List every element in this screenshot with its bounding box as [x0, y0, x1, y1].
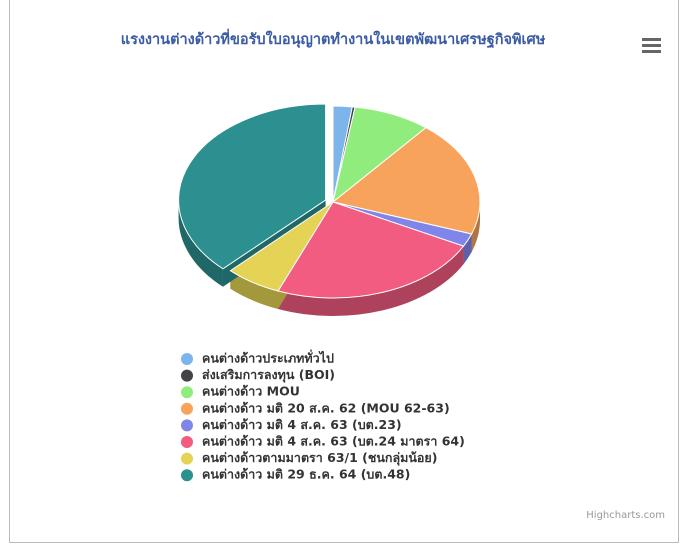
menu-line[interactable]	[642, 44, 661, 47]
legend-label: คนต่างด้าว มติ 29 ธ.ค. 64 (บต.48)	[202, 467, 410, 482]
slice	[229, 201, 334, 292]
chart-title: แรงงานต่างด้าวที่ขอรับใบอนุญาตทำงานในเขต…	[121, 28, 546, 49]
legend-item[interactable]: ส่งเสริมการลงทุน (BOI)	[181, 367, 335, 383]
legend-item[interactable]: คนต่างด้าว มติ 4 ส.ค. 63 (บต.24 มาตรา 64…	[181, 434, 465, 449]
slice	[178, 103, 327, 270]
slice	[331, 127, 481, 235]
legend-label: คนต่างด้าว มติ 20 ส.ค. 62 (MOU 62-63)	[202, 400, 450, 415]
legend-item[interactable]: คนต่างด้าวตามมาตรา 63/1 (ชนกลุ่มน้อย)	[181, 450, 437, 466]
menu-line[interactable]	[642, 38, 661, 41]
slice-side	[178, 200, 223, 287]
slice-side	[471, 202, 480, 252]
legend-symbol	[181, 452, 193, 465]
slice-side	[230, 270, 279, 310]
menu-line[interactable]	[642, 50, 661, 53]
legend-symbol	[181, 469, 193, 482]
legend-symbol	[181, 353, 193, 365]
legend-item[interactable]: คนต่างด้าว มติ 20 ส.ค. 62 (MOU 62-63)	[181, 400, 450, 415]
legend-item[interactable]: คนต่างด้าว มติ 4 ส.ค. 63 (บต.23)	[181, 417, 402, 432]
legend-symbol	[181, 369, 193, 382]
legend-label: คนต่างด้าว MOU	[202, 384, 300, 399]
legend-label: ส่งเสริมการลงทุน (BOI)	[202, 367, 335, 383]
pie	[178, 103, 481, 316]
legend-symbol	[181, 436, 193, 448]
legend-item[interactable]: คนต่างด้าว MOU	[181, 384, 300, 399]
legend-label: คนต่างด้าว มติ 4 ส.ค. 63 (บต.24 มาตรา 64…	[202, 434, 465, 449]
legend-symbol	[181, 386, 193, 399]
legend-label: คนต่างด้าวประเภททั่วไป	[202, 350, 334, 366]
legend-label: คนต่างด้าวตามมาตรา 63/1 (ชนกลุ่มน้อย)	[202, 450, 437, 466]
legend-symbol	[181, 402, 193, 415]
legend-label: คนต่างด้าว มติ 4 ส.ค. 63 (บต.23)	[202, 417, 402, 432]
legend-item[interactable]: คนต่างด้าวประเภททั่วไป	[181, 350, 334, 366]
legend-symbol	[181, 419, 193, 432]
slice	[277, 201, 465, 299]
menu-button[interactable]	[642, 38, 661, 53]
slice-side	[463, 233, 472, 265]
credit[interactable]: Highcharts.com	[586, 510, 665, 521]
legend-item[interactable]: คนต่างด้าว มติ 29 ธ.ค. 64 (บต.48)	[181, 467, 410, 482]
